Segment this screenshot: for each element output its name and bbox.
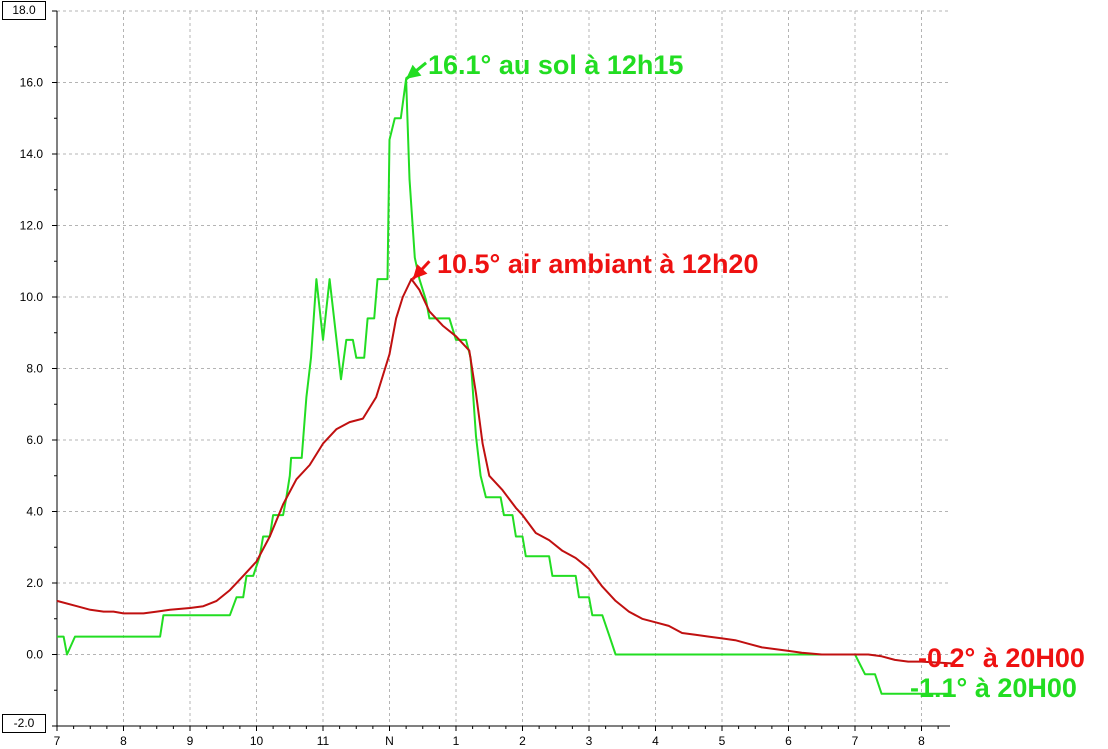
tick-labels: 0.0 2.0 4.0 6.0 8.0 10.0 12.0 14.0 16.0 7 8 9 10 11 N 1… [20, 76, 926, 749]
series-line-0 [57, 77, 952, 695]
axes [52, 10, 950, 731]
x-tick-label-11: 6 [785, 734, 792, 748]
x-tick-label-10: 5 [719, 734, 726, 748]
x-tick-label-9: 4 [652, 734, 659, 748]
y-tick-label-3: 4.0 [26, 505, 43, 519]
y-tick-label-7: 12.0 [20, 219, 44, 233]
x-tick-label-12: 7 [852, 734, 859, 748]
x-tick-label-2: 9 [187, 734, 194, 748]
annotations: 16.1° au sol à 12h15 10.5° air ambiant à … [405, 50, 1085, 703]
x-tick-label-0: 7 [54, 734, 61, 748]
x-tick-label-4: 11 [317, 734, 330, 748]
grid-lines [57, 10, 950, 727]
annotation-label-0: 16.1° au sol à 12h15 [428, 50, 683, 80]
y-tick-label-2: 2.0 [26, 576, 43, 590]
annotation-arrow-head-0 [406, 64, 422, 79]
annotation-arrow-head-1 [412, 264, 428, 280]
annotation-label-3: -1.1° à 20H00 [910, 673, 1077, 703]
y-tick-label-9: 16.0 [20, 76, 44, 90]
annotation-label-2: -0.2° à 20H00 [918, 643, 1085, 673]
series-line-1 [56, 278, 952, 665]
x-tick-label-8: 3 [586, 734, 593, 748]
y-tick-label-8: 14.0 [20, 147, 44, 161]
x-tick-label-7: 2 [519, 734, 526, 748]
y-tick-label-4: 6.0 [26, 433, 43, 447]
y-tick-label-5: 8.0 [26, 362, 43, 376]
x-tick-label-13: 8 [918, 734, 925, 748]
y-tick-label-1: 0.0 [26, 648, 43, 662]
x-tick-label-3: 10 [250, 734, 264, 748]
y-bottom-value-box: -2.0 [2, 714, 46, 733]
x-tick-label-1: 8 [120, 734, 127, 748]
y-tick-label-6: 10.0 [20, 290, 44, 304]
series-lines [56, 77, 952, 695]
x-tick-label-6: 1 [453, 734, 460, 748]
y-top-value-box: 18.0 [2, 1, 46, 20]
annotation-label-1: 10.5° air ambiant à 12h20 [437, 249, 758, 279]
x-tick-label-5: N [385, 734, 394, 748]
